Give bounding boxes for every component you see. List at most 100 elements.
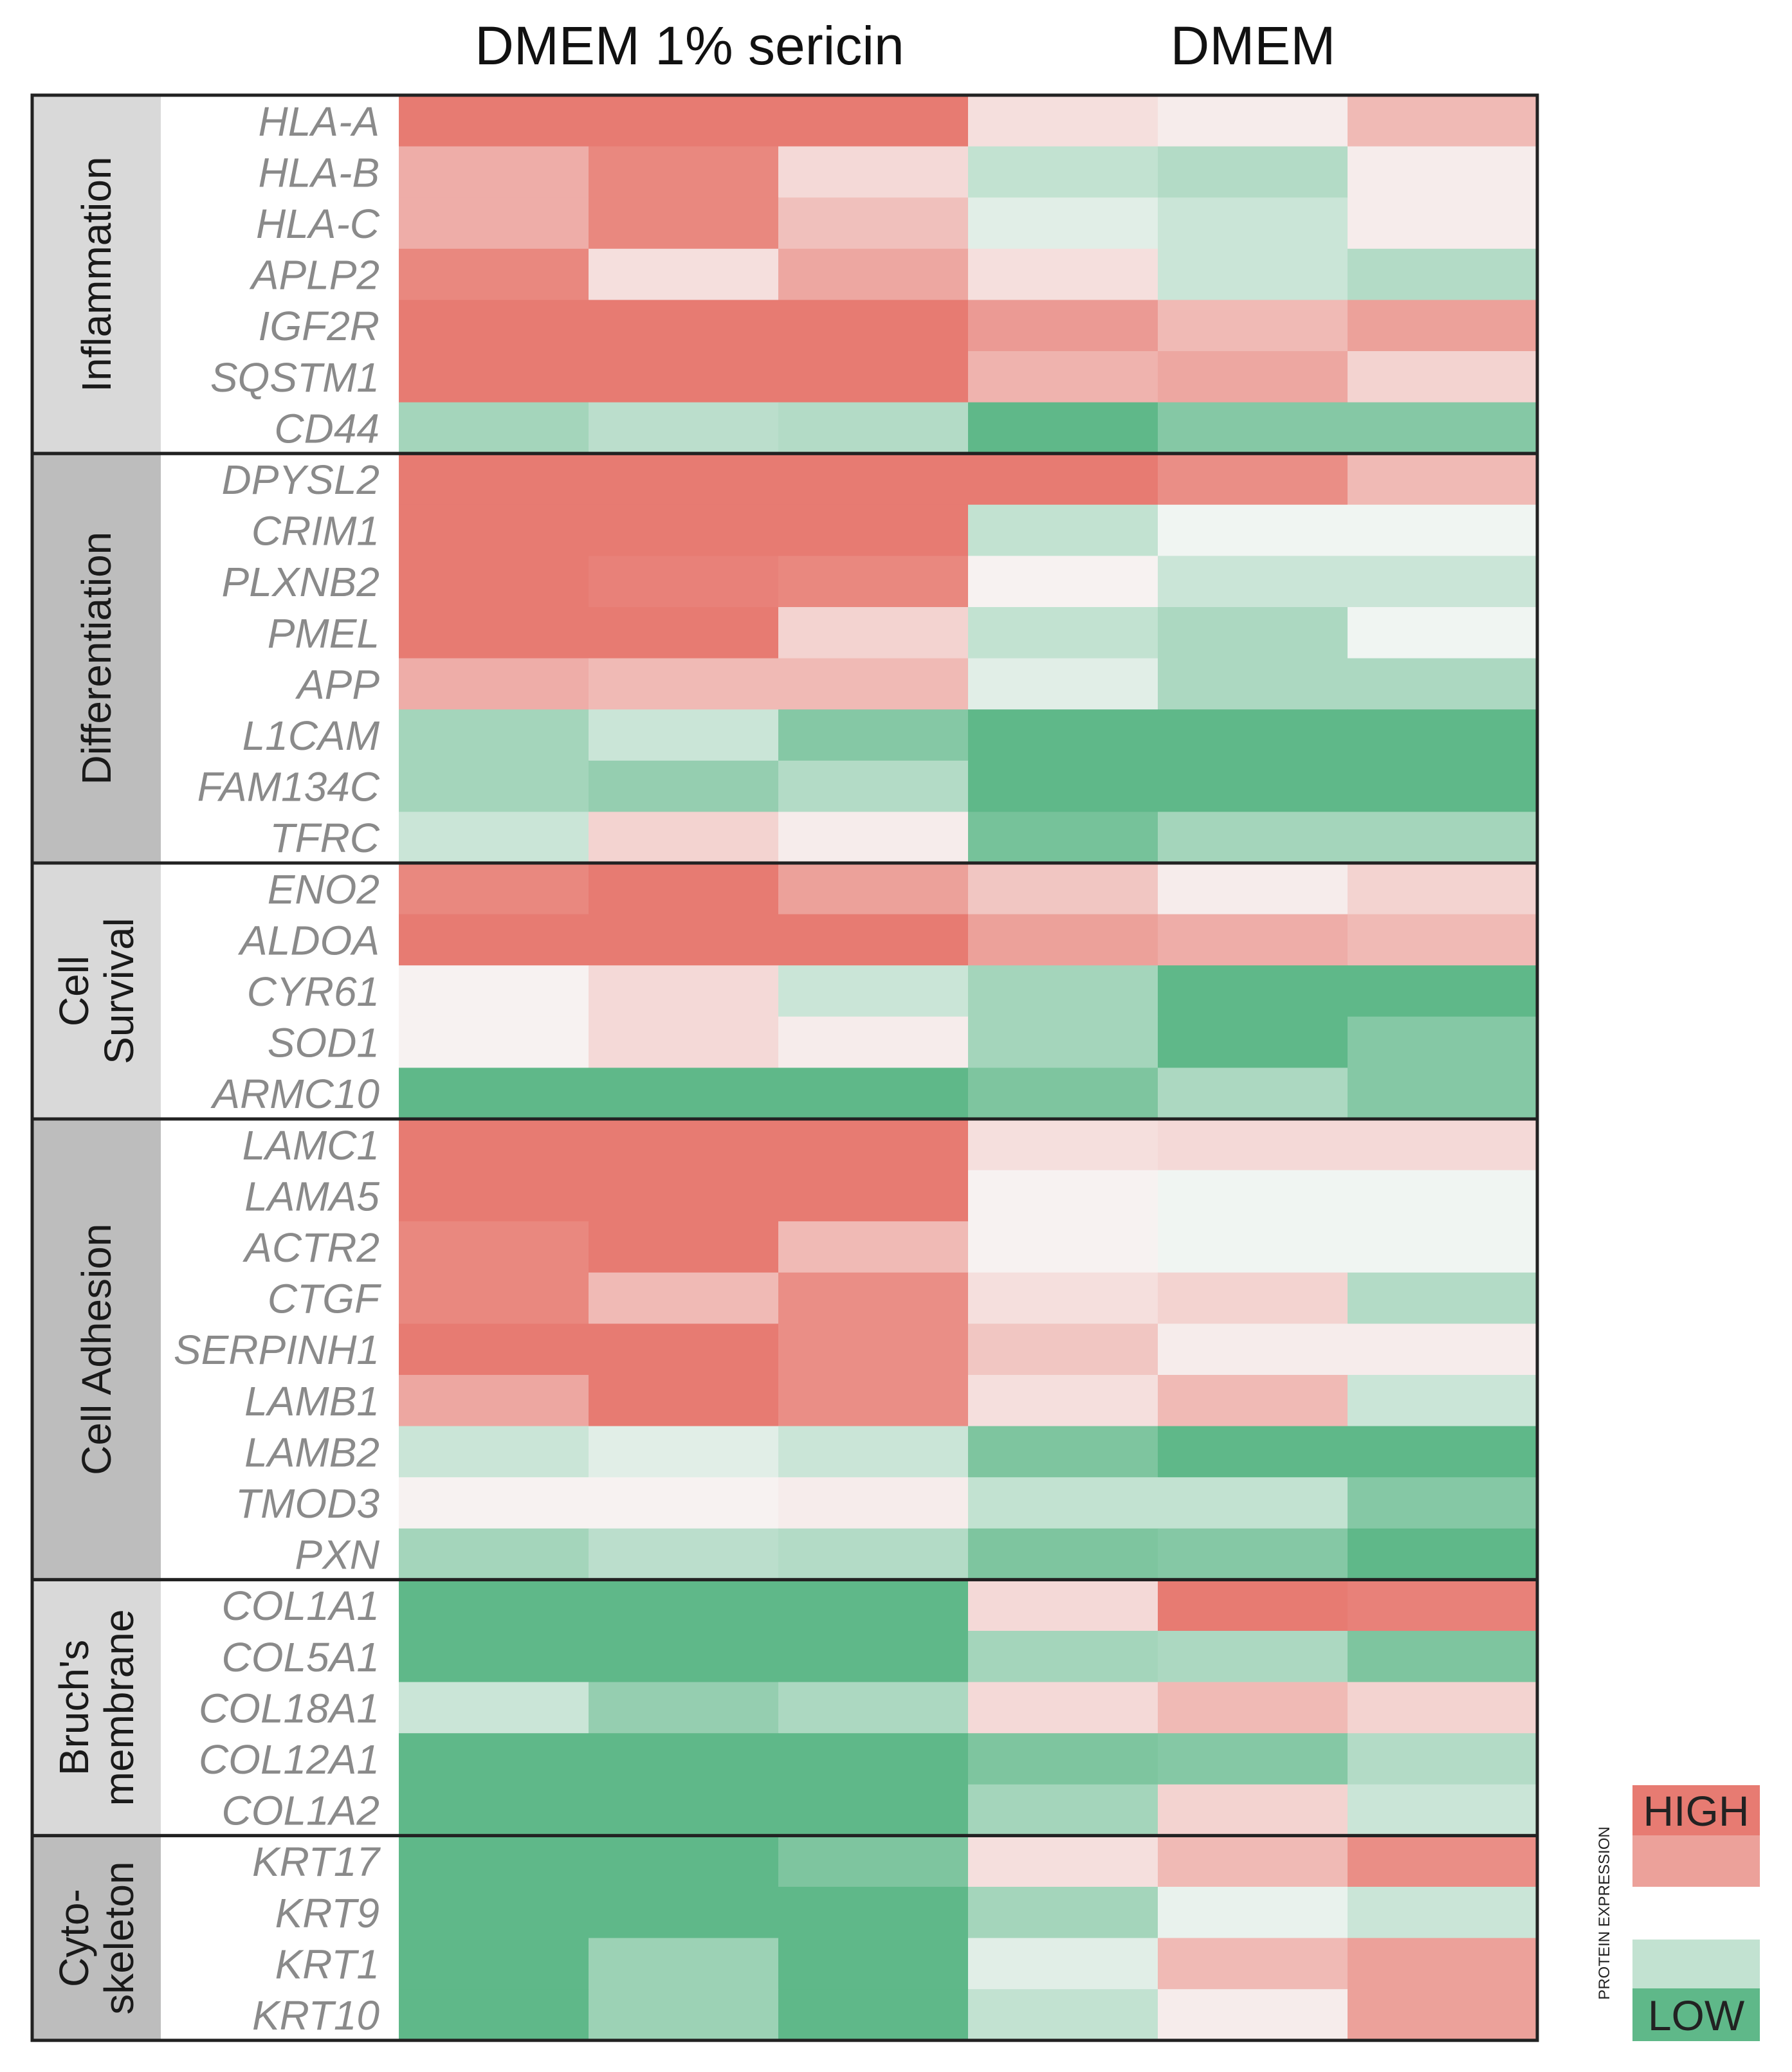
heatmap-cell: [968, 95, 1158, 147]
heatmap-cell: [399, 1323, 589, 1376]
group-bands: Inflammation Differentiation CellSurvival C…: [32, 95, 161, 2040]
gene-label: COL12A1: [199, 1736, 379, 1783]
heatmap-cell: [1158, 402, 1348, 454]
heatmap-cell: [1158, 1272, 1348, 1324]
heatmap-cell: [968, 556, 1158, 608]
heatmap-cell: [589, 1631, 779, 1683]
heatmap-cell: [399, 248, 589, 300]
heatmap-cell: [778, 607, 969, 659]
heatmap-cell: [968, 914, 1158, 966]
heatmap-cell: [399, 1016, 589, 1068]
heatmap-cell: [589, 965, 779, 1017]
heatmap-cell: [968, 1272, 1158, 1324]
heatmap-cell: [399, 197, 589, 250]
heatmap-cell: [399, 658, 589, 710]
column-group-title-sericin: DMEM 1% sericin: [475, 15, 904, 76]
heatmap-cell: [1158, 1016, 1348, 1068]
heatmap-cell: [968, 658, 1158, 710]
heatmap-cell: [399, 453, 589, 505]
gene-label: COL1A2: [222, 1788, 379, 1834]
heatmap-cell: [1348, 197, 1538, 250]
heatmap-cell: [968, 1068, 1158, 1120]
heatmap-cell: [399, 1119, 589, 1171]
heatmap-cell: [968, 760, 1158, 812]
heatmap-cell: [778, 965, 969, 1017]
heatmap-cell: [399, 300, 589, 352]
heatmap-cell: [589, 1068, 779, 1120]
heatmap-cell: [399, 1426, 589, 1478]
gene-label: LAMC1: [242, 1122, 379, 1168]
group-band: [32, 863, 161, 1119]
gene-label: ACTR2: [242, 1224, 379, 1271]
heatmap-cell: [778, 504, 969, 556]
heatmap-cell: [399, 709, 589, 761]
heatmap-cell: [968, 1631, 1158, 1683]
legend-high-label: HIGH: [1643, 1787, 1750, 1835]
heatmap-cell: [589, 402, 779, 454]
gene-label: LAMB1: [244, 1378, 379, 1424]
heatmap-cell: [399, 1375, 589, 1427]
heatmap-cell: [589, 1835, 779, 1887]
heatmap-cell: [399, 812, 589, 864]
heatmap-cell: [968, 504, 1158, 556]
legend-low-mid-swatch: [1632, 1940, 1760, 1988]
heatmap-cell: [589, 1938, 779, 1990]
heatmap-cell: [968, 709, 1158, 761]
heatmap-cell: [1158, 863, 1348, 915]
heatmap-cell: [968, 1733, 1158, 1785]
heatmap-cell: [589, 1170, 779, 1222]
heatmap-cell: [1158, 1119, 1348, 1171]
heatmap-cells: [399, 95, 1538, 2041]
heatmap-cell: [1158, 914, 1348, 966]
heatmap-cell: [778, 914, 969, 966]
heatmap-cell: [968, 1016, 1158, 1068]
gene-label: KRT1: [275, 1941, 379, 1987]
heatmap-cell: [589, 504, 779, 556]
heatmap-cell: [589, 1272, 779, 1324]
legend-low-swatch: [1632, 1988, 1760, 2041]
heatmap-cell: [778, 1477, 969, 1529]
heatmap-cell: [968, 1887, 1158, 1939]
heatmap-cell: [1158, 453, 1348, 505]
heatmap-cell: [589, 1733, 779, 1785]
gene-label: HLA-C: [256, 201, 380, 247]
group-band: [32, 1835, 161, 2040]
heatmap-cell: [1348, 1119, 1538, 1171]
heatmap-cell: [1348, 1887, 1538, 1939]
heatmap-cell: [399, 607, 589, 659]
heatmap-cell: [399, 1170, 589, 1222]
heatmap-cell: [1348, 1323, 1538, 1376]
heatmap-cell: [1348, 607, 1538, 659]
heatmap-cell: [968, 1119, 1158, 1171]
heatmap-cell: [589, 1887, 779, 1939]
heatmap-cell: [399, 760, 589, 812]
heatmap-cell: [1348, 1938, 1538, 1990]
heatmap-cell: [589, 1682, 779, 1734]
heatmap-cell: [1158, 1682, 1348, 1734]
heatmap-cell: [589, 146, 779, 198]
gene-label: PMEL: [268, 610, 379, 657]
heatmap-cell: [968, 1989, 1158, 2041]
heatmap-cell: [778, 760, 969, 812]
heatmap-cell: [778, 709, 969, 761]
group-band: [32, 95, 161, 454]
heatmap-cell: [1348, 453, 1538, 505]
heatmap-cell: [1158, 1887, 1348, 1939]
heatmap-cell: [1348, 402, 1538, 454]
heatmap-cell: [778, 95, 969, 147]
heatmap-cell: [778, 1733, 969, 1785]
heatmap-cell: [399, 1221, 589, 1273]
heatmap-cell: [1158, 1068, 1348, 1120]
heatmap-cell: [1348, 1579, 1538, 1631]
heatmap-cell: [589, 607, 779, 659]
heatmap-cell: [1158, 1579, 1348, 1631]
heatmap-cell: [778, 300, 969, 352]
heatmap-cell: [1348, 812, 1538, 864]
heatmap-cell: [589, 1528, 779, 1580]
heatmap-cell: [589, 1221, 779, 1273]
group-label: Differentiation: [73, 532, 120, 785]
heatmap-cell: [1348, 1375, 1538, 1427]
group-label: Inflammation: [73, 156, 120, 392]
heatmap-cell: [968, 965, 1158, 1017]
heatmap-cell: [1158, 709, 1348, 761]
